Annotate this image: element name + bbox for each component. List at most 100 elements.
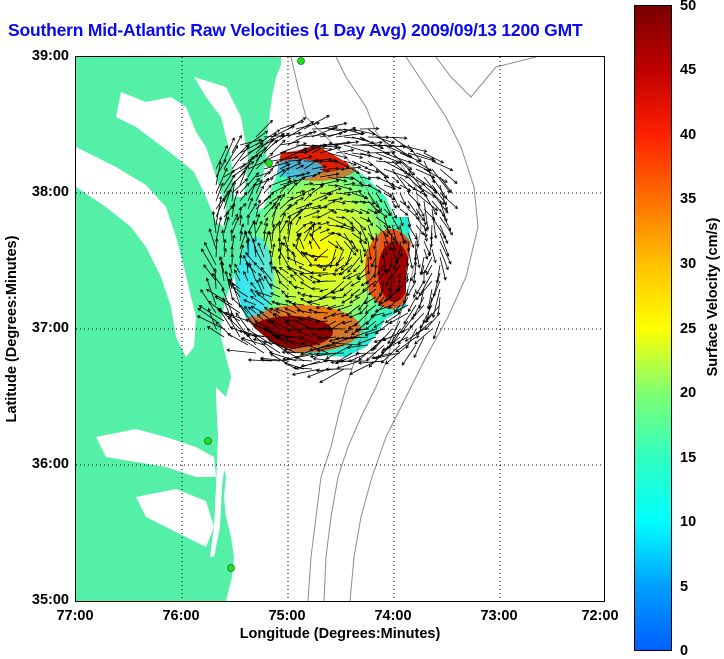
velocity-arrow	[279, 180, 297, 186]
velocity-arrow	[229, 264, 233, 274]
velocity-arrow	[247, 153, 262, 178]
velocity-arrow	[431, 216, 446, 239]
velocity-arrow	[222, 230, 225, 242]
velocity-arrowhead	[348, 187, 353, 191]
velocity-arrowhead	[277, 254, 282, 259]
velocity-arrow	[206, 278, 217, 306]
velocity-arrow	[311, 158, 332, 162]
velocity-arrowhead	[243, 230, 247, 235]
velocity-arrowhead	[201, 248, 205, 253]
velocity-arrowhead	[434, 207, 439, 211]
velocity-arrowhead	[377, 302, 382, 307]
velocity-arrow	[257, 293, 273, 306]
velocity-arrowhead	[370, 236, 374, 241]
velocity-arrow	[319, 288, 337, 300]
velocity-arrowhead	[238, 303, 242, 308]
velocity-arrow	[247, 197, 253, 210]
velocity-arrow	[361, 280, 369, 287]
velocity-arrow	[349, 312, 361, 318]
velocity-arrowhead	[342, 201, 346, 205]
velocity-arrowhead	[426, 316, 430, 321]
velocity-arrowhead	[252, 337, 257, 342]
map-canvas[interactable]	[76, 56, 604, 602]
velocity-arrow	[383, 224, 396, 241]
velocity-arrow	[407, 200, 418, 216]
velocity-arrowhead	[231, 282, 236, 287]
velocity-arrow	[431, 168, 451, 193]
velocity-arrow	[407, 160, 431, 172]
velocity-arrowhead	[335, 179, 340, 183]
velocity-arrowhead	[269, 119, 273, 124]
radar-stations	[204, 57, 305, 572]
velocity-arrowhead	[326, 326, 331, 331]
velocity-arrowhead	[322, 358, 327, 363]
velocity-arrowhead	[427, 252, 432, 257]
velocity-arrowhead	[297, 131, 302, 136]
map-panel[interactable]	[75, 56, 605, 602]
velocity-arrowhead	[296, 308, 301, 313]
velocity-arrowhead	[404, 136, 408, 140]
velocity-arrow	[226, 349, 257, 354]
velocity-arrow	[282, 351, 305, 354]
velocity-arrow	[359, 152, 383, 160]
velocity-arrowhead	[246, 328, 251, 332]
velocity-arrow	[415, 160, 432, 172]
velocity-arrowhead	[259, 311, 263, 315]
velocity-arrow	[385, 264, 393, 274]
velocity-arrow	[311, 192, 331, 202]
velocity-arrowhead	[221, 287, 225, 292]
velocity-arrowhead	[302, 117, 307, 121]
velocity-arrowhead	[282, 212, 286, 217]
velocity-arrowhead	[415, 296, 420, 301]
velocity-arrowhead	[224, 144, 228, 149]
velocity-arrow	[364, 248, 369, 257]
velocity-arrowhead	[269, 307, 273, 312]
velocity-arrow	[423, 200, 429, 230]
velocity-arrowhead	[235, 189, 239, 194]
velocity-arrow	[274, 313, 289, 322]
velocity-arrowhead	[349, 176, 354, 180]
velocity-arrowhead	[294, 155, 299, 160]
velocity-arrow	[319, 168, 330, 172]
velocity-arrowhead	[308, 193, 312, 197]
velocity-arrowhead	[346, 276, 351, 280]
velocity-arrow	[258, 278, 265, 290]
velocity-arrowhead	[350, 209, 355, 213]
y-tick-label: 39:00	[31, 48, 69, 64]
velocity-arrow	[337, 304, 353, 311]
velocity-arrowhead	[254, 290, 258, 294]
velocity-arrowhead	[238, 206, 243, 211]
velocity-arrow	[375, 216, 391, 229]
velocity-arrowhead	[286, 257, 291, 261]
velocity-arrowhead	[316, 210, 321, 214]
velocity-arrow	[439, 224, 448, 244]
velocity-arrow	[359, 200, 375, 204]
velocity-arrow	[314, 311, 329, 314]
velocity-arrowhead	[350, 283, 355, 287]
velocity-arrow	[371, 304, 385, 318]
velocity-arrowhead	[211, 210, 216, 215]
x-tick-label: 74:00	[374, 608, 412, 624]
velocity-arrow	[351, 232, 367, 244]
velocity-arrowhead	[388, 143, 393, 148]
velocity-arrow	[351, 144, 382, 147]
velocity-arrow	[271, 185, 287, 194]
velocity-arrow	[383, 136, 407, 139]
velocity-arrow	[295, 197, 304, 202]
velocity-arrow	[303, 224, 315, 234]
velocity-arrow	[343, 200, 358, 203]
velocity-arrowhead	[313, 310, 317, 315]
velocity-arrow	[335, 224, 355, 232]
velocity-arrowhead	[269, 353, 274, 357]
y-tick-label: 35:00	[31, 592, 69, 608]
velocity-arrowhead	[403, 240, 407, 244]
velocity-arrow	[359, 168, 371, 174]
velocity-arrowhead	[412, 294, 417, 299]
velocity-arrowhead	[290, 196, 294, 200]
velocity-arrow	[401, 344, 417, 366]
velocity-arrowhead	[352, 252, 357, 256]
velocity-arrowhead	[340, 267, 345, 271]
velocity-arrowhead	[200, 289, 204, 293]
velocity-arrow	[367, 160, 389, 179]
velocity-arrow	[383, 232, 388, 245]
